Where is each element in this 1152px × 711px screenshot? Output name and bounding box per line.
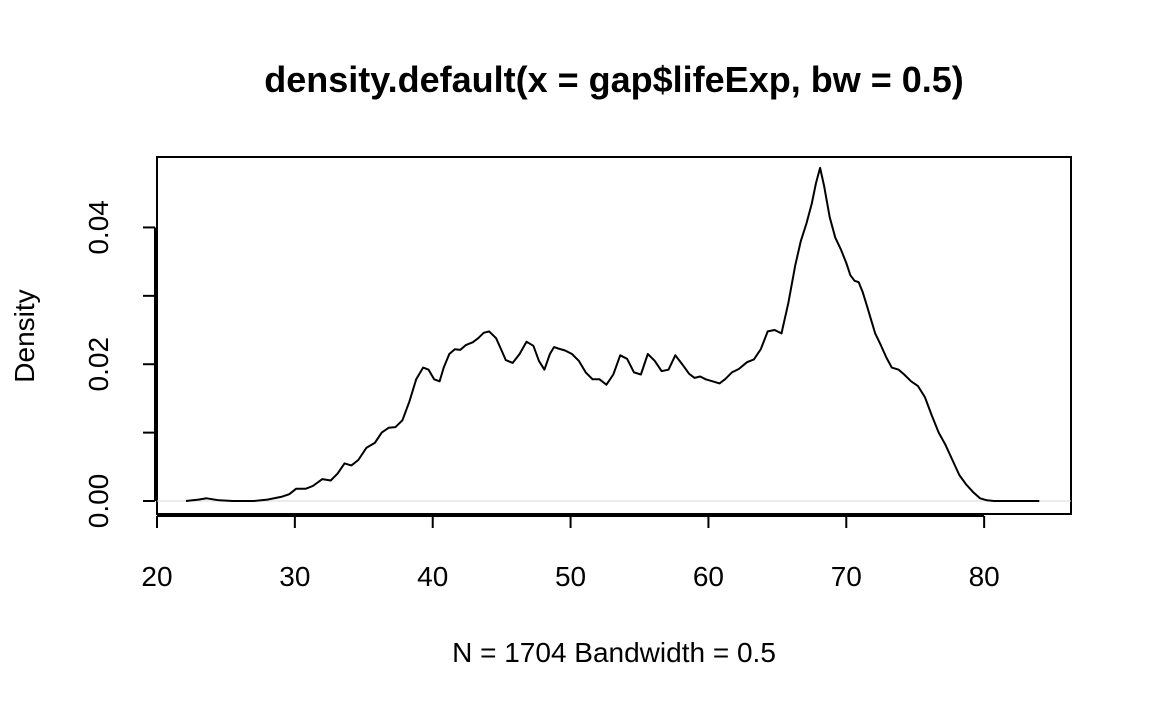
x-tick-label: 30 <box>279 561 310 592</box>
y-tick-label: 0.02 <box>83 337 114 392</box>
y-axis: 0.00 0.02 0.04 <box>83 200 156 529</box>
density-line <box>185 166 1040 502</box>
x-axis: 20 30 40 50 60 70 80 <box>141 515 1000 592</box>
x-tick-label: 80 <box>969 561 1000 592</box>
x-tick-label: 20 <box>141 561 172 592</box>
y-tick-label: 0.00 <box>83 474 114 529</box>
x-tick-label: 40 <box>417 561 448 592</box>
x-tick-label: 60 <box>693 561 724 592</box>
chart-title: density.default(x = gap$lifeExp, bw = 0.… <box>264 59 964 100</box>
plot-frame <box>156 156 1072 515</box>
y-tick-label: 0.04 <box>83 200 114 255</box>
x-axis-label: N = 1704 Bandwidth = 0.5 <box>452 637 776 668</box>
x-tick-label: 50 <box>555 561 586 592</box>
x-tick-label: 70 <box>831 561 862 592</box>
y-axis-label: Density <box>9 289 40 382</box>
